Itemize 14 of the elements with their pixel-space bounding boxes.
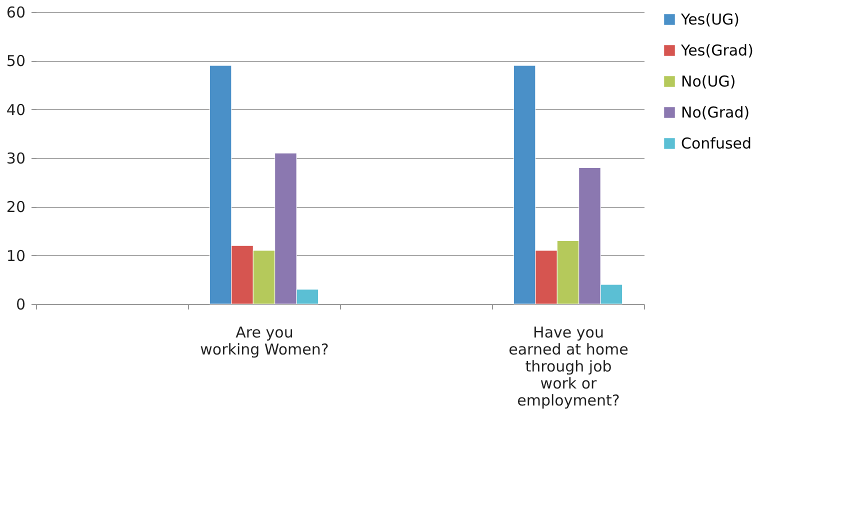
- y-tick-label: 60: [6, 4, 26, 22]
- x-tick-label: Have you earned at home through job work or employment?: [508, 324, 628, 410]
- legend-label: Yes(Grad): [680, 42, 754, 60]
- y-tick-label: 30: [6, 150, 26, 168]
- legend-label: No(Grad): [681, 104, 750, 122]
- y-tick-label: 40: [6, 100, 26, 119]
- y-tick-label: 20: [6, 198, 26, 216]
- y-tick-label: 10: [6, 246, 26, 265]
- legend-label: Yes(UG): [680, 10, 740, 28]
- y-tick-label: 0: [16, 296, 26, 314]
- x-tick-label: Are you working Women?: [200, 324, 329, 358]
- y-tick-label: 50: [6, 52, 26, 70]
- legend-label: Confused: [681, 134, 752, 152]
- legend-label: No(UG): [681, 72, 736, 90]
